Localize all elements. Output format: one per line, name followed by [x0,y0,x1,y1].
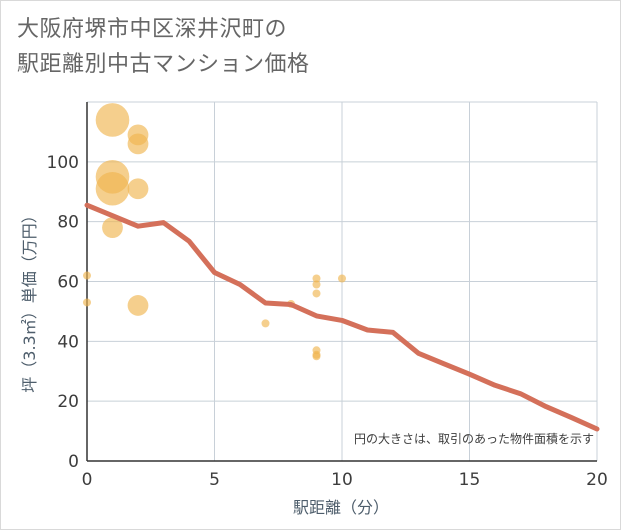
bubble-point [127,295,149,316]
x-tick-label: 0 [82,470,93,490]
bubble-point [83,298,91,307]
x-tick-label: 10 [331,470,353,490]
bubble-series [83,103,346,361]
y-tick-label: 40 [57,332,79,352]
bubble-point [261,319,270,328]
x-tick-label: 5 [209,470,220,490]
bubble-point [95,103,130,137]
y-tick-label: 20 [57,392,79,412]
bubble-point [338,274,346,283]
chart-title-line-1: 大阪府堺市中区深井沢町の [17,17,288,42]
x-tick-label: 15 [459,470,481,490]
bubble-point [95,171,130,206]
bubble-point [102,217,123,239]
x-tick-label: 20 [586,470,608,490]
tick-labels: 0 5 10 15 20 0 20 40 60 80 100 [47,153,608,490]
chart-title: 大阪府堺市中区深井沢町の 駅距離別中古マンション価格 [17,12,310,82]
average-line-series [84,202,600,432]
bubble-point [83,271,91,280]
y-axis-label: 坪（3.3㎡）単価（万円） [20,207,39,392]
y-tick-label: 100 [47,153,79,173]
size-note: 円の大きさは、取引のあった物件面積を示す [354,431,594,446]
chart-title-line-2: 駅距離別中古マンション価格 [17,52,310,77]
bubble-point [312,352,321,361]
bubble-point [312,289,321,298]
bubble-point [127,133,149,155]
average-line [84,202,600,432]
x-axis-label: 駅距離（分） [293,498,389,517]
y-tick-label: 80 [57,213,79,233]
y-tick-label: 60 [57,273,79,293]
bubble-point [127,178,149,200]
bubble-point [312,280,321,289]
bubble-point [312,274,321,283]
y-tick-label: 0 [68,452,79,472]
